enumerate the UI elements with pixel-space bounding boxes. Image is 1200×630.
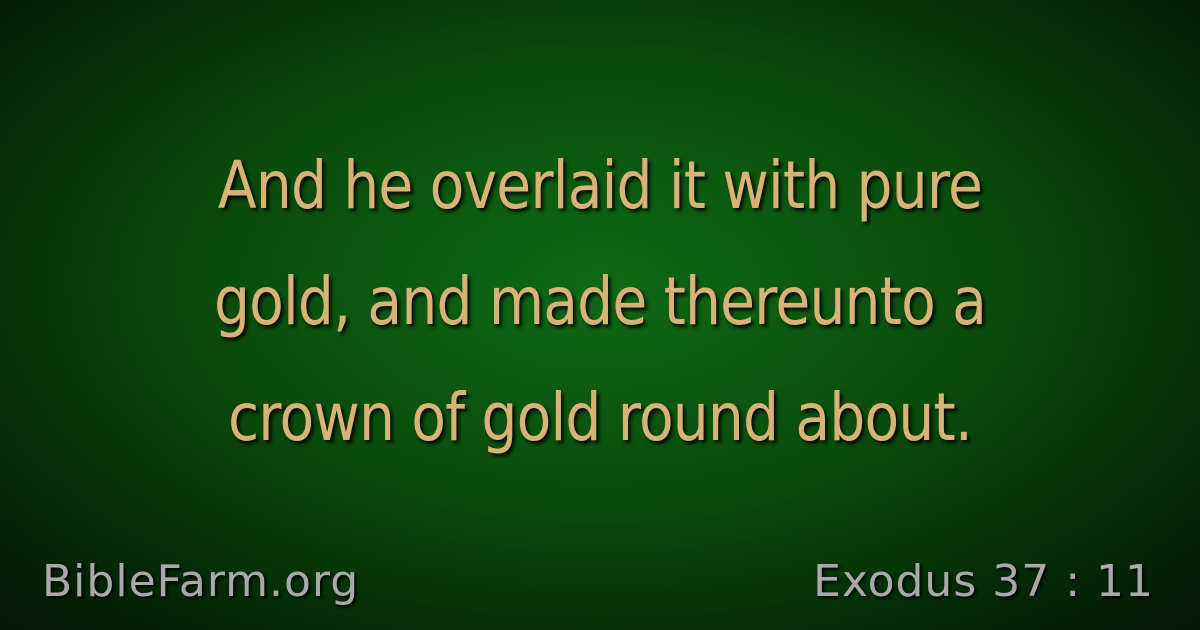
verse-text: And he overlaid it with pure gold, and m…: [213, 147, 987, 456]
verse-reference: Exodus 37 : 11: [813, 556, 1154, 607]
verse-container: And he overlaid it with pure gold, and m…: [0, 128, 1200, 468]
site-name: BibleFarm.org: [42, 556, 360, 607]
